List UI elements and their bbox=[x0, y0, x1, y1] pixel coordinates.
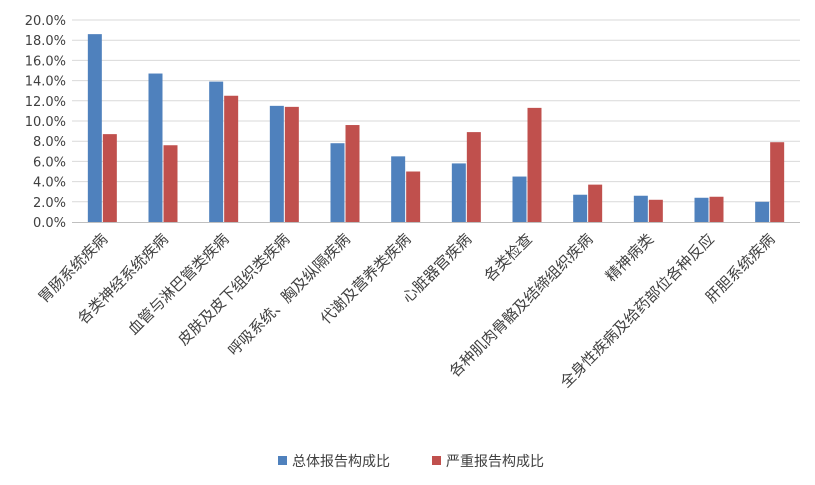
bar-serious bbox=[648, 199, 663, 222]
bar-overall bbox=[330, 143, 345, 222]
y-tick-label: 12.0% bbox=[25, 95, 66, 110]
bar-serious bbox=[588, 184, 603, 222]
legend-label: 总体报告构成比 bbox=[292, 454, 390, 470]
y-tick-label: 6.0% bbox=[33, 155, 66, 170]
bar-serious bbox=[345, 125, 360, 222]
bar-serious bbox=[466, 132, 481, 222]
bars bbox=[87, 34, 785, 222]
bar-serious bbox=[406, 171, 421, 222]
y-tick-label: 4.0% bbox=[33, 176, 66, 191]
y-axis-ticks: 0.0% 2.0% 4.0% 6.0% 8.0% 10.0% 12.0% 14.0% 16.0%… bbox=[25, 14, 66, 231]
y-tick-label: 8.0% bbox=[33, 135, 66, 150]
bar-overall bbox=[512, 176, 527, 222]
bar-overall bbox=[209, 81, 224, 222]
y-tick-label: 14.0% bbox=[25, 75, 66, 90]
y-tick-label: 20.0% bbox=[25, 14, 66, 29]
bar-overall bbox=[148, 73, 163, 222]
bar-overall bbox=[87, 34, 102, 222]
y-tick-label: 18.0% bbox=[25, 34, 66, 49]
bar-serious bbox=[284, 106, 299, 222]
category-label: 各类检查 bbox=[481, 230, 536, 285]
legend-label: 严重报告构成比 bbox=[446, 454, 544, 470]
bar-overall bbox=[451, 163, 466, 222]
category-label: 呼吸系统、胸及纵隔疾病 bbox=[224, 230, 353, 359]
gridlines bbox=[72, 19, 800, 203]
bar-serious bbox=[709, 196, 724, 222]
bar-serious bbox=[527, 107, 542, 222]
bar-overall bbox=[694, 197, 709, 222]
y-tick-label: 0.0% bbox=[33, 216, 66, 231]
category-label: 精神病类 bbox=[602, 230, 657, 285]
category-labels: 胃肠系统疾病各类神经系统疾病血管与淋巴管类疾病皮肤及皮下组织类疾病呼吸系统、胸及… bbox=[35, 230, 779, 391]
legend: 总体报告构成比 严重报告构成比 bbox=[278, 454, 544, 470]
category-label: 血管与淋巴管类疾病 bbox=[124, 230, 232, 338]
y-tick-label: 16.0% bbox=[25, 54, 66, 69]
legend-swatch bbox=[278, 456, 287, 465]
bar-overall bbox=[269, 105, 284, 222]
bar-overall bbox=[755, 201, 770, 222]
bar-overall bbox=[573, 194, 588, 222]
legend-swatch bbox=[432, 456, 441, 465]
bar-overall bbox=[633, 195, 648, 222]
bar-serious bbox=[770, 142, 785, 222]
y-tick-label: 2.0% bbox=[33, 196, 66, 211]
category-label: 皮肤及皮下组织类疾病 bbox=[174, 230, 293, 349]
bar-overall bbox=[391, 156, 406, 222]
bar-serious bbox=[163, 145, 178, 222]
y-tick-label: 10.0% bbox=[25, 115, 66, 130]
bar-serious bbox=[102, 134, 117, 222]
bar-serious bbox=[224, 95, 239, 222]
